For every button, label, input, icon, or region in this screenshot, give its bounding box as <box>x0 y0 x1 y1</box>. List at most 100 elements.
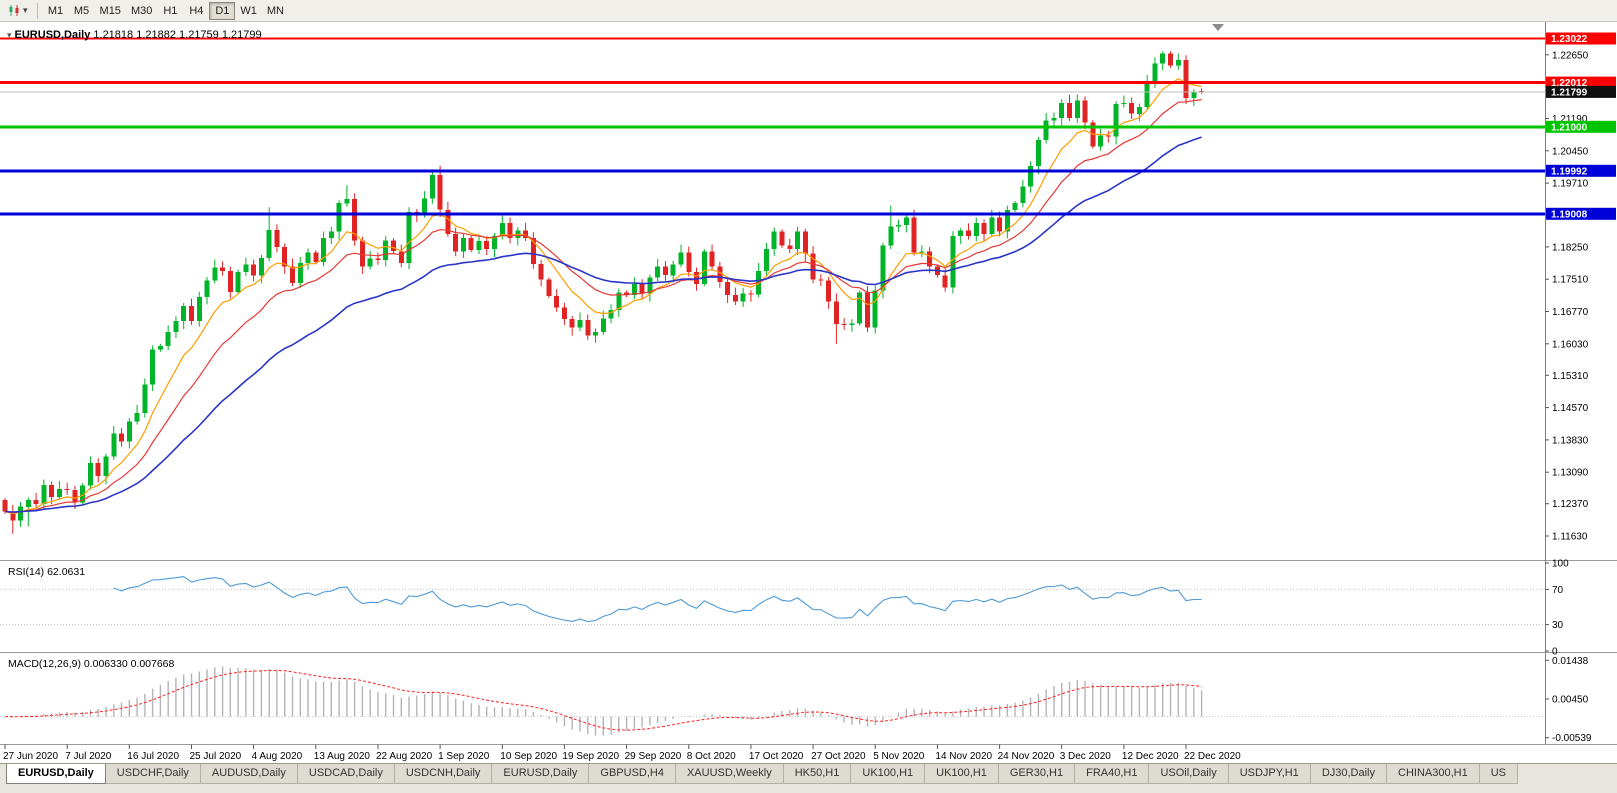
svg-text:16 Jul 2020: 16 Jul 2020 <box>127 751 179 762</box>
ma-line-ema34 <box>4 136 1202 513</box>
svg-text:30: 30 <box>1552 620 1564 631</box>
svg-text:0.01438: 0.01438 <box>1552 656 1589 667</box>
timeframe-button-mn[interactable]: MN <box>262 2 289 20</box>
svg-text:70: 70 <box>1552 585 1564 596</box>
time-axis[interactable]: 27 Jun 2020 7 Jul 2020 16 Jul 2020 25 Jul 2… <box>3 744 1241 763</box>
timeframe-button-h4[interactable]: H4 <box>183 2 209 20</box>
svg-text:7 Jul 2020: 7 Jul 2020 <box>65 751 112 762</box>
svg-text:1.21000: 1.21000 <box>1551 122 1588 133</box>
timeframe-button-d1[interactable]: D1 <box>209 2 236 20</box>
tab-china300-h1[interactable]: CHINA300,H1 <box>1387 764 1480 784</box>
svg-text:22 Aug 2020: 22 Aug 2020 <box>376 751 433 762</box>
tab-fra40-h1[interactable]: FRA40,H1 <box>1075 764 1150 784</box>
svg-text:1.19710: 1.19710 <box>1552 179 1589 190</box>
macd-signal-line <box>4 669 1202 731</box>
svg-text:5 Nov 2020: 5 Nov 2020 <box>873 751 925 762</box>
rsi-panel <box>0 576 1545 626</box>
svg-text:27 Oct 2020: 27 Oct 2020 <box>811 751 866 762</box>
svg-text:1.16030: 1.16030 <box>1552 339 1589 350</box>
svg-text:17 Oct 2020: 17 Oct 2020 <box>749 751 804 762</box>
tab-uk100-h1[interactable]: UK100,H1 <box>925 764 999 784</box>
price-label-badge: 1.19992 <box>1546 164 1616 177</box>
svg-text:1.19008: 1.19008 <box>1551 209 1588 220</box>
svg-text:1.15310: 1.15310 <box>1552 371 1589 382</box>
macd-panel <box>0 666 1545 736</box>
tab-usdjpy-h1[interactable]: USDJPY,H1 <box>1228 764 1311 784</box>
timeframe-button-h1[interactable]: H1 <box>157 2 183 20</box>
timeframe-button-w1[interactable]: W1 <box>235 2 262 20</box>
svg-text:1.12370: 1.12370 <box>1552 499 1589 510</box>
svg-text:1.17510: 1.17510 <box>1552 275 1589 286</box>
candlestick-chart-icon <box>9 5 19 16</box>
price-label-badge: 1.21799 <box>1546 85 1616 98</box>
svg-text:1.21799: 1.21799 <box>1551 87 1588 98</box>
svg-text:14 Nov 2020: 14 Nov 2020 <box>935 751 992 762</box>
svg-text:8 Oct 2020: 8 Oct 2020 <box>687 751 736 762</box>
tab-gbpusd-h4[interactable]: GBPUSD,H4 <box>589 764 676 784</box>
svg-text:19 Sep 2020: 19 Sep 2020 <box>562 751 619 762</box>
svg-text:1.16770: 1.16770 <box>1552 307 1589 318</box>
tab-eurusd-daily[interactable]: EURUSD,Daily <box>6 764 106 784</box>
svg-text:1.13830: 1.13830 <box>1552 435 1589 446</box>
tab-hk50-h1[interactable]: HK50,H1 <box>783 764 852 784</box>
chart-type-button[interactable]: ▾ <box>4 1 32 21</box>
price-label-badge: 1.22012 <box>1546 76 1616 89</box>
svg-text:3 Dec 2020: 3 Dec 2020 <box>1060 751 1112 762</box>
chart-area[interactable]: 1.226501.219101.211901.204501.197101.189… <box>0 22 1617 763</box>
tab-eurusd-daily[interactable]: EURUSD,Daily <box>492 764 590 784</box>
svg-text:100: 100 <box>1552 559 1569 570</box>
price-chart-svg[interactable]: 1.226501.219101.211901.204501.197101.189… <box>0 22 1617 763</box>
timeframe-toolbar: ▾ M1 M5 M15 M30 H1 H4 D1 W1 MN <box>0 0 1617 22</box>
hline-objects <box>0 37 1545 216</box>
svg-text:1.22012: 1.22012 <box>1551 78 1588 89</box>
svg-text:25 Jul 2020: 25 Jul 2020 <box>190 751 242 762</box>
svg-text:22 Dec 2020: 22 Dec 2020 <box>1184 751 1241 762</box>
svg-text:0.00450: 0.00450 <box>1552 695 1589 706</box>
tab-uk100-h1[interactable]: UK100,H1 <box>851 764 926 784</box>
svg-text:1.13090: 1.13090 <box>1552 468 1589 479</box>
chart-tab-bar: EURUSD,Daily USDCHF,Daily AUDUSD,Daily USDC… <box>0 763 1617 793</box>
svg-text:1.11630: 1.11630 <box>1552 532 1588 543</box>
timeframe-button-m15[interactable]: M15 <box>95 2 126 20</box>
timeframe-button-m1[interactable]: M1 <box>43 2 69 20</box>
svg-text:24 Nov 2020: 24 Nov 2020 <box>998 751 1055 762</box>
tab-us[interactable]: US <box>1479 764 1518 784</box>
svg-text:4 Aug 2020: 4 Aug 2020 <box>252 751 303 762</box>
tab-usdcnh-daily[interactable]: USDCNH,Daily <box>394 764 493 784</box>
svg-text:29 Sep 2020: 29 Sep 2020 <box>625 751 682 762</box>
timeframe-button-m30[interactable]: M30 <box>126 2 157 20</box>
dropdown-caret-icon: ▾ <box>23 5 28 15</box>
timeframe-buttons: M1 M5 M15 M30 H1 H4 D1 W1 MN <box>43 1 289 20</box>
tab-ger30-h1[interactable]: GER30,H1 <box>998 764 1076 784</box>
tab-usdcad-daily[interactable]: USDCAD,Daily <box>297 764 395 784</box>
svg-text:1.21190: 1.21190 <box>1552 114 1588 125</box>
toolbar-separator <box>36 2 38 19</box>
svg-text:1.23022: 1.23022 <box>1551 34 1588 45</box>
svg-text:27 Jun 2020: 27 Jun 2020 <box>3 751 58 762</box>
tab-usdchf-daily[interactable]: USDCHF,Daily <box>105 764 201 784</box>
svg-text:0: 0 <box>1552 647 1558 658</box>
rsi-line <box>113 576 1202 623</box>
price-label-badge: 1.23022 <box>1546 32 1616 45</box>
svg-text:1.22650: 1.22650 <box>1552 50 1589 61</box>
ma-line-ema16 <box>4 99 1202 514</box>
price-label-badge: 1.21000 <box>1546 120 1616 133</box>
chart-shift-marker[interactable] <box>1212 24 1224 31</box>
svg-text:1.18250: 1.18250 <box>1552 242 1589 253</box>
timeframe-button-m5[interactable]: M5 <box>69 2 95 20</box>
svg-text:1.19992: 1.19992 <box>1551 166 1588 177</box>
price-axis[interactable]: 1.226501.219101.211901.204501.197101.189… <box>1545 22 1592 744</box>
svg-text:1 Sep 2020: 1 Sep 2020 <box>438 751 490 762</box>
price-label-badge: 1.19008 <box>1546 207 1616 220</box>
svg-text:13 Aug 2020: 13 Aug 2020 <box>314 751 371 762</box>
svg-text:1.20450: 1.20450 <box>1552 146 1589 157</box>
svg-text:1.14570: 1.14570 <box>1552 403 1589 414</box>
tab-usoil-daily[interactable]: USOil,Daily <box>1149 764 1229 784</box>
ma-line-ema8 <box>4 77 1202 515</box>
svg-text:10 Sep 2020: 10 Sep 2020 <box>500 751 557 762</box>
tab-xauusd-weekly[interactable]: XAUUSD,Weekly <box>675 764 784 784</box>
tab-dj30-daily[interactable]: DJ30,Daily <box>1310 764 1387 784</box>
tab-audusd-daily[interactable]: AUDUSD,Daily <box>200 764 298 784</box>
svg-text:12 Dec 2020: 12 Dec 2020 <box>1122 751 1179 762</box>
